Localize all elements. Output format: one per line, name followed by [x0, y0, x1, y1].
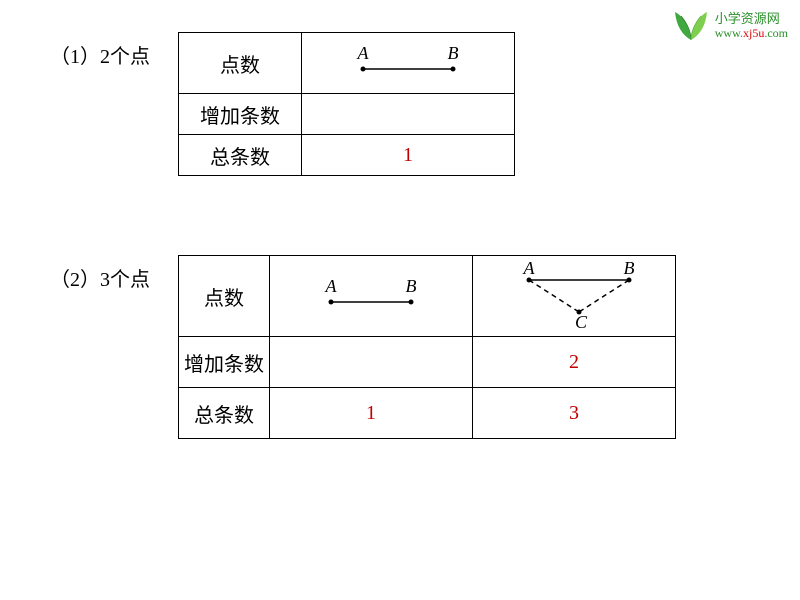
leaf-icon [671, 8, 711, 44]
t2-total-value-col3: 3 [473, 388, 676, 439]
t1-total-label: 总条数 [179, 135, 302, 176]
svg-text:C: C [575, 312, 588, 332]
t1-add-value [302, 94, 515, 135]
table-1: 点数 A B 增加条数 总条数 1 [178, 32, 515, 176]
t1-total-value: 1 [302, 135, 515, 176]
t2-add-value-col3: 2 [473, 337, 676, 388]
t1-diagram-ab: A B [302, 33, 515, 94]
svg-text:B: B [448, 45, 459, 63]
logo-cn: 小学资源网 [715, 12, 788, 26]
t1-points-label: 点数 [179, 33, 302, 94]
logo-url: www.xj5u.com [715, 27, 788, 40]
svg-text:B: B [406, 278, 417, 296]
t2-add-value-col2 [270, 337, 473, 388]
t2-total-label: 总条数 [179, 388, 270, 439]
t2-points-label: 点数 [179, 256, 270, 337]
t2-diagram-ab: A B [270, 256, 473, 337]
t2-total-value-col2: 1 [270, 388, 473, 439]
section1-label: （1）2个点 [50, 40, 150, 69]
t1-add-label: 增加条数 [179, 94, 302, 135]
section-1: （1）2个点 点数 A B 增加条数 总条数 1 [50, 32, 515, 176]
t2-add-label: 增加条数 [179, 337, 270, 388]
logo-text: 小学资源网 www.xj5u.com [715, 12, 788, 39]
section2-label: （2）3个点 [50, 263, 150, 292]
svg-text:A: A [523, 260, 536, 278]
site-logo: 小学资源网 www.xj5u.com [671, 8, 788, 44]
section-2: （2）3个点 点数 A B A B C [50, 255, 676, 439]
svg-text:A: A [357, 45, 370, 63]
table-2: 点数 A B A B C [178, 255, 676, 439]
t2-diagram-abc: A B C [473, 256, 676, 337]
svg-text:A: A [325, 278, 338, 296]
svg-text:B: B [624, 260, 635, 278]
